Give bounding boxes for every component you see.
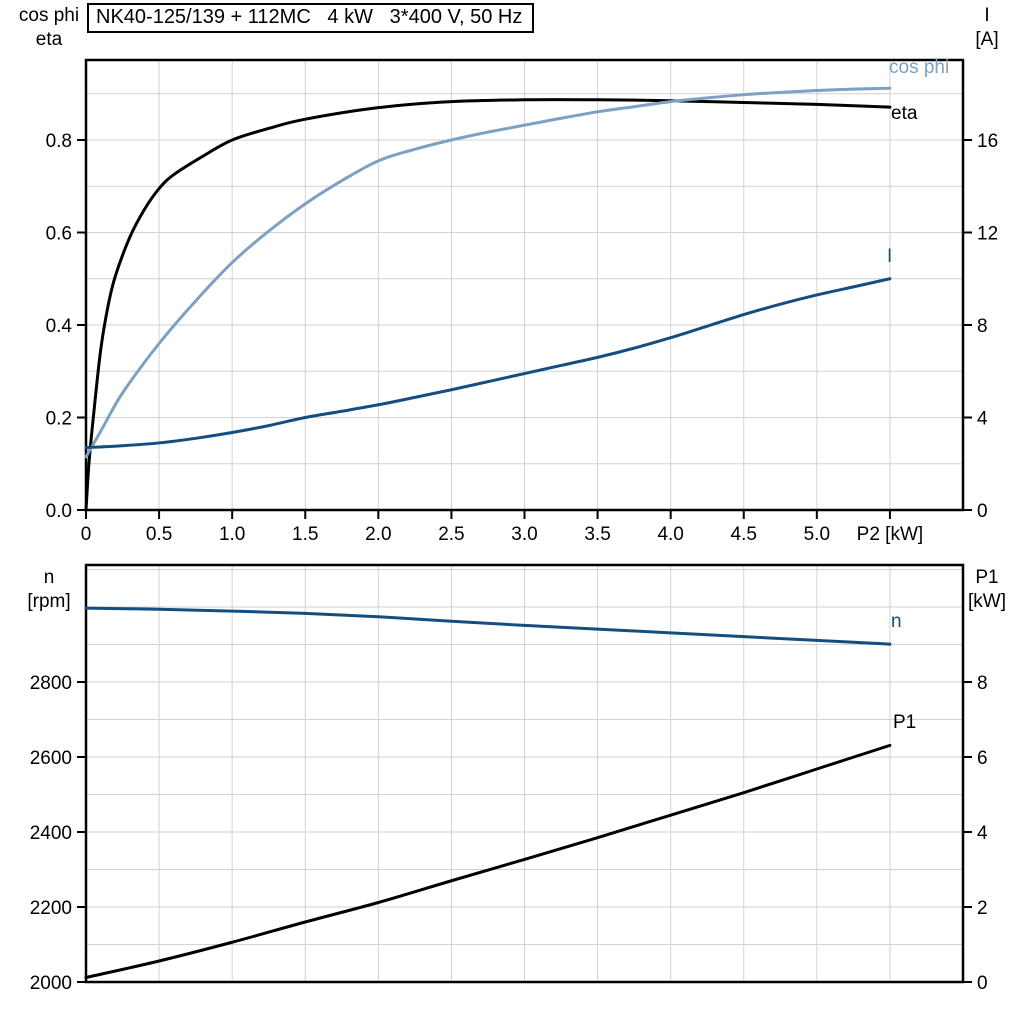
axis-title-eta: eta	[35, 29, 63, 50]
x-tick-label: 3.5	[584, 524, 610, 545]
plot-frame	[84, 563, 965, 984]
y-right-tick-label: 0	[977, 501, 988, 522]
axis-title-speed-unit: [rpm]	[27, 591, 71, 612]
x-tick-label: 1.5	[292, 524, 318, 545]
y-left-tick-label: 2600	[30, 748, 72, 769]
y-left-tick-label: 2000	[30, 973, 72, 994]
axis-title-cos-phi: cos phi	[18, 5, 80, 26]
curve-speed	[84, 606, 892, 646]
y-right-tick-label: 0	[977, 973, 988, 994]
curve-eta	[84, 98, 892, 512]
chart-motor-top: 0 0.5 1.0 1.5 2.0 2.5 3.0 3.5 4.0 4.5 5.0 P2 [kW] 0.…	[46, 58, 998, 545]
axis-title-p1: P1	[975, 567, 999, 588]
y-left-tick-label: 0.4	[46, 316, 73, 337]
bottom-left-axis-title: n [rpm]	[2, 566, 96, 614]
axis-title-current: I	[984, 5, 990, 26]
curve-label-current: I	[887, 246, 893, 267]
x-tick-label: 2.0	[365, 524, 391, 545]
y-right-tick-label: 8	[977, 316, 988, 337]
curve-current	[84, 277, 892, 450]
y-right-tick-label: 2	[977, 898, 988, 919]
y-left-tick-label: 0.0	[46, 501, 72, 522]
x-tick-label: 5.0	[804, 524, 830, 545]
bottom-right-axis-title: P1 [kW]	[952, 566, 1022, 614]
x-tick-label: 2.5	[438, 524, 464, 545]
y-right-tick-label: 4	[977, 823, 988, 844]
x-tick-label: P2 [kW]	[857, 524, 924, 545]
x-tick-label: 3.0	[511, 524, 537, 545]
y-left-tick-label: 2400	[30, 823, 72, 844]
curve-p1	[84, 743, 892, 979]
axis-title-p1-unit: [kW]	[968, 591, 1006, 612]
y-right-tick-label: 6	[977, 748, 988, 769]
x-tick-label: 0	[81, 524, 92, 545]
y-left-tick-label: 2800	[30, 673, 72, 694]
curve-cos-phi	[84, 86, 892, 459]
chart-motor-bottom: 2000 2200 2400 2600 2800 0 2 4 6 8	[30, 563, 988, 994]
axis-title-speed: n	[43, 567, 55, 588]
chart-title: NK40-125/139 + 112MC 4 kW 3*400 V, 50 Hz	[87, 3, 535, 33]
curve-label-speed: n	[891, 611, 902, 632]
y-left-tick-label: 0.8	[46, 131, 72, 152]
axis-title-current-unit: [A]	[975, 29, 999, 50]
top-left-axis-title: cos phi eta	[2, 4, 96, 52]
curve-label-p1: P1	[893, 712, 917, 733]
y-left-tick-label: 0.6	[46, 224, 72, 245]
curve-label-cos-phi: cos phi	[889, 57, 950, 78]
y-right-tick-label: 16	[977, 131, 998, 152]
y-left-tick-label: 0.2	[46, 409, 72, 430]
curve-label-eta: eta	[891, 103, 918, 124]
y-right-tick-label: 8	[977, 673, 988, 694]
x-tick-label: 4.0	[657, 524, 683, 545]
x-tick-label: 1.0	[219, 524, 245, 545]
top-right-axis-title: I [A]	[952, 4, 1022, 52]
y-left-tick-label: 2200	[30, 898, 72, 919]
y-right-tick-label: 4	[977, 409, 988, 430]
x-tick-label: 4.5	[731, 524, 757, 545]
x-tick-label: 0.5	[146, 524, 172, 545]
y-right-tick-label: 12	[977, 224, 998, 245]
